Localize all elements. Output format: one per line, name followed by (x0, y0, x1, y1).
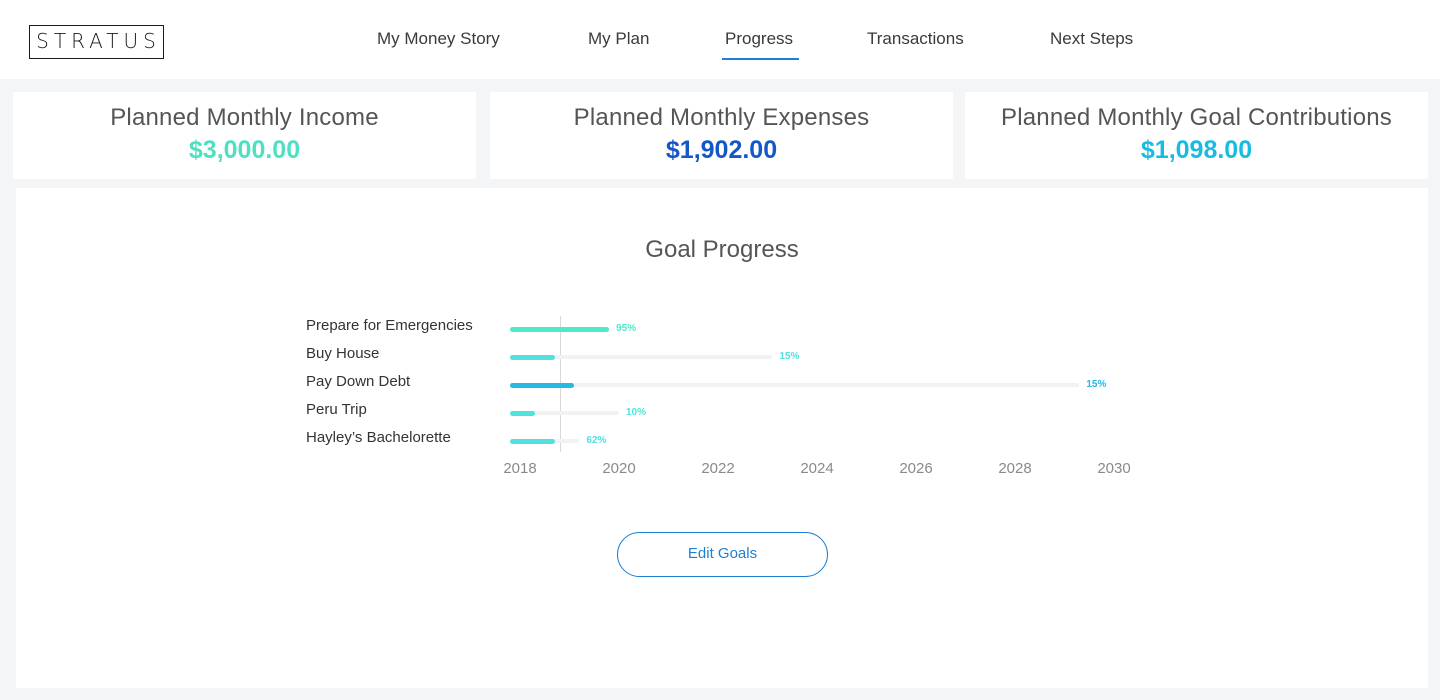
goal-track-peru-trip (510, 411, 619, 415)
goal-percent-prepare-for-emergencies: 95% (616, 323, 637, 334)
goal-progress-bar-hayley-s-bachelorette[interactable] (510, 438, 555, 444)
nav-my-plan[interactable]: My Plan (588, 29, 650, 48)
goal-percent-peru-trip: 10% (626, 407, 647, 418)
goal-progress-panel: Goal Progress Prepare for Emergencies 95%… (16, 188, 1428, 688)
expenses-title: Planned Monthly Expenses (573, 104, 870, 131)
goal-label-prepare-for-emergencies: Prepare for Emergencies (306, 317, 473, 334)
x-tick-label: 2022 (701, 460, 735, 477)
goal-track-pay-down-debt (510, 383, 1080, 387)
goal-percent-pay-down-debt: 15% (1086, 379, 1107, 390)
goal-label-buy-house: Buy House (306, 345, 380, 362)
x-tick-label: 2020 (602, 460, 636, 477)
goal-label-pay-down-debt: Pay Down Debt (306, 373, 411, 390)
nav-transactions[interactable]: Transactions (867, 29, 964, 48)
goal-label-peru-trip: Peru Trip (306, 401, 367, 418)
goal-progress-bar-pay-down-debt[interactable] (510, 382, 575, 388)
goal-percent-buy-house: 15% (779, 351, 800, 362)
goal-percent-hayley-s-bachelorette: 62% (586, 435, 607, 446)
x-tick-label: 2030 (1097, 460, 1131, 477)
x-tick-label: 2026 (899, 460, 933, 477)
x-tick-label: 2024 (800, 460, 834, 477)
goal-progress-bar-prepare-for-emergencies[interactable] (510, 326, 610, 332)
goal-label-hayley-s-bachelorette: Hayley’s Bachelorette (306, 429, 451, 446)
income-card: Planned Monthly Income $3,000.00 (13, 92, 476, 179)
x-tick-label: 2028 (998, 460, 1032, 477)
income-title: Planned Monthly Income (110, 104, 379, 131)
stratus-logo[interactable]: STRATUS (29, 25, 164, 59)
goal-track-buy-house (510, 355, 773, 359)
goal-progress-title: Goal Progress (645, 236, 799, 263)
goal-progress-bar-buy-house[interactable] (510, 354, 555, 360)
nav-progress[interactable]: Progress (721, 29, 800, 60)
nav-my-money-story[interactable]: My Money Story (377, 29, 500, 48)
contributions-title: Planned Monthly Goal Contributions (1000, 104, 1393, 131)
contributions-value: $1,098.00 (1140, 136, 1253, 164)
top-header: STRATUS My Money Story My Plan Progress … (0, 0, 1440, 79)
goal-progress-bar-peru-trip[interactable] (510, 410, 535, 416)
expenses-value: $1,902.00 (665, 136, 778, 164)
expenses-card: Planned Monthly Expenses $1,902.00 (490, 92, 953, 179)
x-tick-label: 2018 (503, 460, 537, 477)
income-value: $3,000.00 (188, 136, 301, 164)
nav-next-steps[interactable]: Next Steps (1050, 29, 1134, 48)
edit-goals-button[interactable]: Edit Goals (617, 532, 828, 577)
contributions-card: Planned Monthly Goal Contributions $1,09… (965, 92, 1428, 179)
